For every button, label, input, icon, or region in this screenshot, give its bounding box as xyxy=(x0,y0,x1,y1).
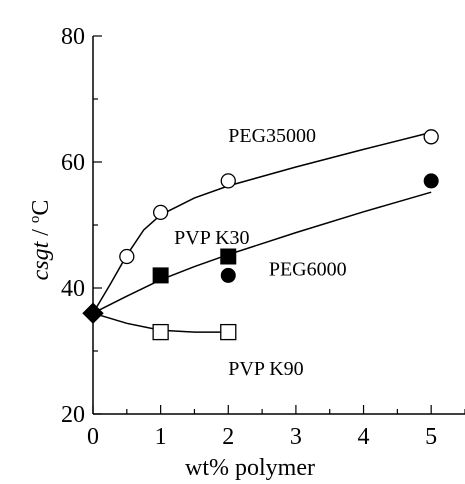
pvp-k90-point xyxy=(152,323,169,341)
pvp-k90-label: PVP K90 xyxy=(228,358,303,380)
y-tick-label: 20 xyxy=(61,402,85,428)
y-axis-title-degree: o xyxy=(27,216,43,224)
pvp-k30-label: PVP K30 xyxy=(174,227,249,249)
peg35000-curve xyxy=(92,131,432,314)
peg35000-point xyxy=(119,248,135,265)
y-axis-title: csgt / oC xyxy=(27,200,54,281)
peg6000-label: PEG6000 xyxy=(269,258,347,280)
peg35000-point xyxy=(152,204,169,221)
y-axis-title-separator: / xyxy=(28,223,54,242)
x-tick-label: 3 xyxy=(290,424,302,450)
peg35000-label: PEG35000 xyxy=(228,125,316,147)
x-tick-label: 5 xyxy=(425,424,437,450)
peg35000-point xyxy=(220,173,236,189)
peg35000-point xyxy=(423,129,439,145)
fit-curves xyxy=(92,131,432,333)
x-tick-label: 1 xyxy=(155,424,167,450)
x-tick-label: 0 xyxy=(87,424,99,450)
origin-point xyxy=(82,302,104,324)
axes: 20 40 60 80 0 1 2 3 4 5 xyxy=(61,24,465,450)
y-tick-label: 80 xyxy=(61,24,85,50)
data-markers xyxy=(82,129,439,341)
y-axis-title-symbol: csgt xyxy=(28,240,54,280)
series-labels: PEG35000 PVP K30 PEG6000 PVP K90 xyxy=(174,125,346,380)
y-tick-label: 40 xyxy=(61,276,85,302)
peg6000-point xyxy=(220,267,236,283)
pvp-k90-point xyxy=(220,323,237,341)
y-tick-label: 60 xyxy=(61,150,85,176)
x-axis-title: wt% polymer xyxy=(185,455,315,481)
y-axis-title-unit: C xyxy=(28,200,54,216)
peg6000-point xyxy=(423,173,439,189)
pvp-k30-point xyxy=(220,248,237,265)
peg6000-curve xyxy=(92,191,432,314)
x-tick-label: 4 xyxy=(358,424,370,450)
pvp-k30-point xyxy=(152,267,169,284)
x-tick-label: 2 xyxy=(222,424,234,450)
